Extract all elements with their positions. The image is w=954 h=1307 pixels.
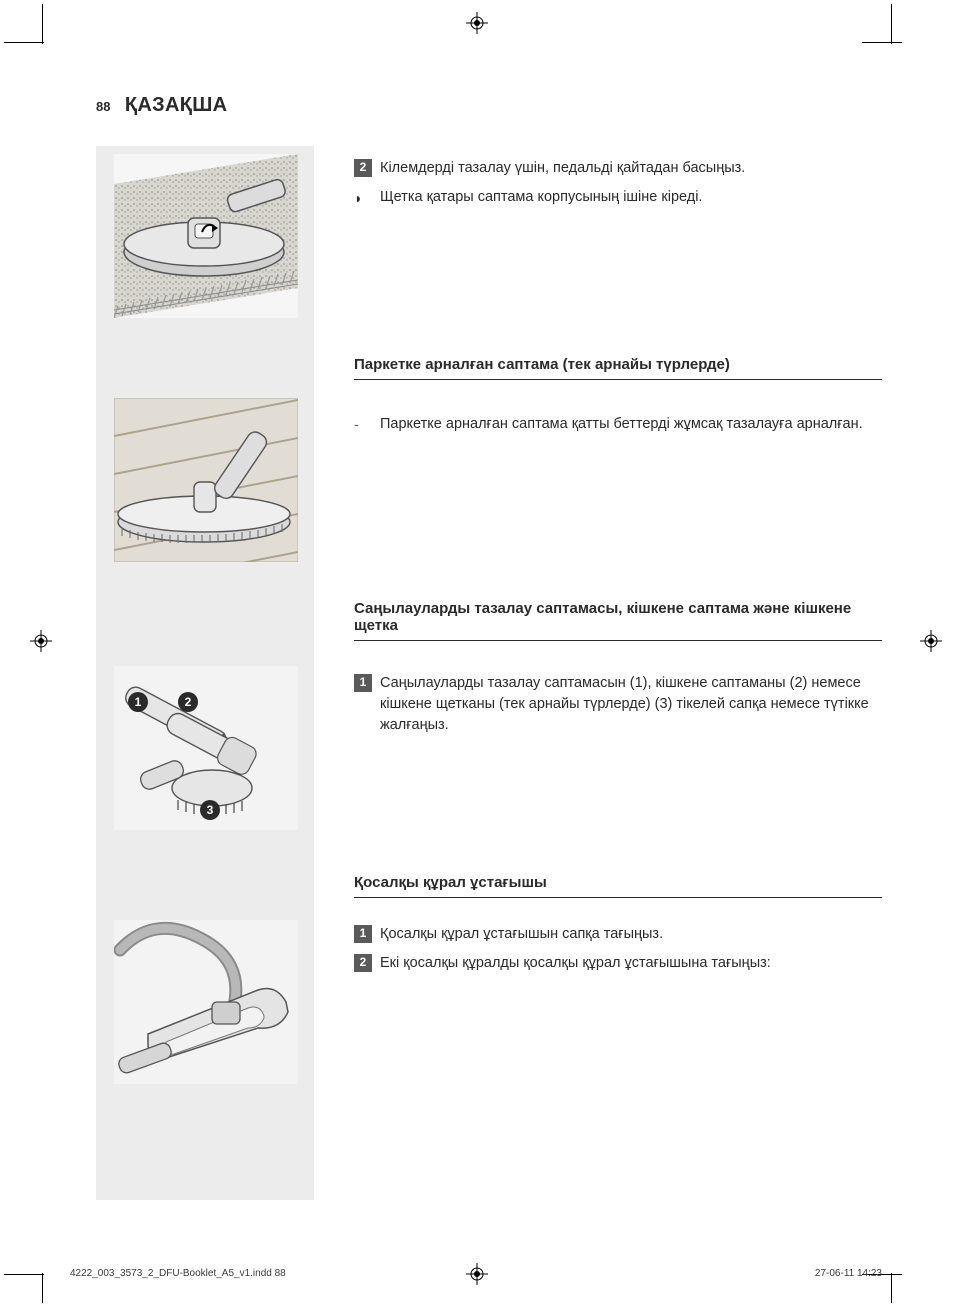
- bullet-text: Щетка қатары саптама корпусының ішіне кі…: [380, 187, 702, 208]
- bullet-line: ◗ Щетка қатары саптама корпусының ішіне …: [354, 187, 882, 208]
- bullet-icon: ◗: [354, 188, 372, 208]
- section-heading: Саңылауларды тазалау саптамасы, кішкене …: [354, 600, 882, 641]
- crop-mark: [42, 1273, 43, 1303]
- crop-mark: [4, 1274, 44, 1275]
- step-line: 1 Саңылауларды тазалау саптамасын (1), к…: [354, 673, 882, 736]
- page-number: 88: [96, 99, 110, 114]
- step-number-badge: 2: [354, 954, 372, 972]
- dash-line: - Паркетке арналған саптама қатты беттер…: [354, 414, 882, 435]
- section-heading: Қосалқы құрал ұстағышы: [354, 874, 882, 898]
- registration-mark-icon: [920, 630, 942, 652]
- step-line: 1 Қосалқы құрал ұстағышын сапқа тағыңыз.: [354, 924, 882, 945]
- page: 88 ҚАЗАҚША: [60, 42, 894, 1260]
- print-footer: 4222_003_3573_2_DFU-Booklet_A5_v1.indd 8…: [70, 1268, 882, 1279]
- step-line: 2 Кілемдерді тазалау үшін, педальді қайт…: [354, 158, 882, 179]
- footer-timestamp: 27-06-11 14:23: [815, 1268, 882, 1279]
- section-carpet: 2 Кілемдерді тазалау үшін, педальді қайт…: [354, 154, 882, 216]
- illustration-parquet-nozzle: [114, 398, 298, 562]
- step-text: Саңылауларды тазалау саптамасын (1), кіш…: [380, 673, 882, 736]
- section-heading: Паркетке арналған саптама (тек арнайы тү…: [354, 356, 882, 380]
- section-crevice: Саңылауларды тазалау саптамасы, кішкене …: [354, 600, 882, 744]
- svg-text:1: 1: [135, 695, 142, 709]
- crop-mark: [891, 1273, 892, 1303]
- registration-mark-icon: [466, 12, 488, 34]
- dash-text: Паркетке арналған саптама қатты беттерді…: [380, 414, 863, 435]
- illustration-carpet-nozzle: [114, 154, 298, 318]
- section-holder: Қосалқы құрал ұстағышы 1 Қосалқы құрал ұ…: [354, 874, 882, 982]
- crop-mark: [42, 4, 43, 44]
- step-line: 2 Екі қосалқы құралды қосалқы құрал ұста…: [354, 953, 882, 974]
- step-text: Кілемдерді тазалау үшін, педальді қайтад…: [380, 158, 745, 179]
- page-header: 88 ҚАЗАҚША: [96, 94, 227, 117]
- text-column: 2 Кілемдерді тазалау үшін, педальді қайт…: [354, 146, 882, 1200]
- content-area: 1 2 3: [96, 146, 882, 1200]
- crop-mark: [891, 4, 892, 44]
- svg-text:2: 2: [185, 695, 192, 709]
- crop-mark: [4, 42, 44, 43]
- registration-mark-icon: [30, 630, 52, 652]
- language-title: ҚАЗАҚША: [125, 94, 227, 116]
- illustration-accessory-holder: [114, 920, 298, 1084]
- dash-icon: -: [354, 414, 372, 434]
- footer-file-ref: 4222_003_3573_2_DFU-Booklet_A5_v1.indd 8…: [70, 1268, 286, 1279]
- step-number-badge: 1: [354, 925, 372, 943]
- step-text: Қосалқы құрал ұстағышын сапқа тағыңыз.: [380, 924, 663, 945]
- step-number-badge: 2: [354, 159, 372, 177]
- section-parquet: Паркетке арналған саптама (тек арнайы тү…: [354, 356, 882, 443]
- step-number-badge: 1: [354, 674, 372, 692]
- svg-text:3: 3: [207, 803, 214, 817]
- step-text: Екі қосалқы құралды қосалқы құрал ұстағы…: [380, 953, 771, 974]
- illustration-small-accessories: 1 2 3: [114, 666, 298, 830]
